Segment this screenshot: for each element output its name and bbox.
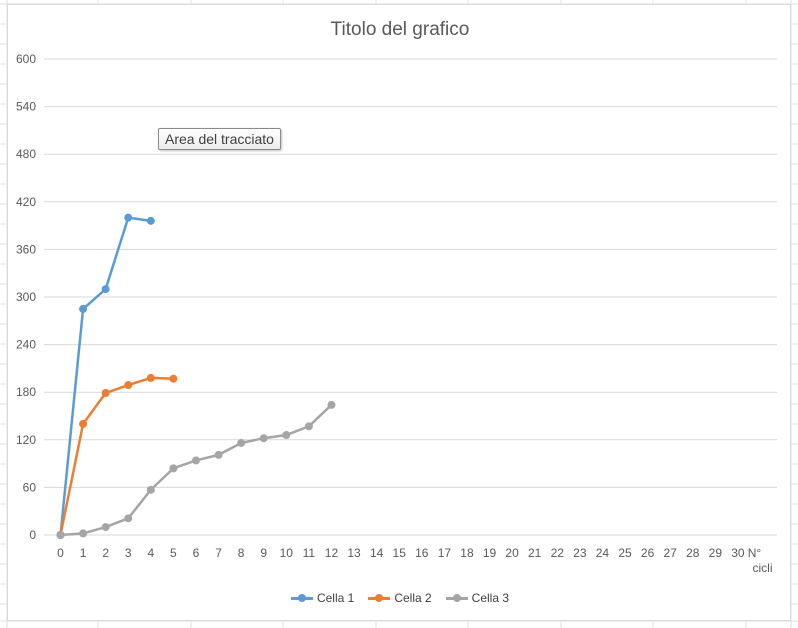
y-tick-label: 300 (16, 290, 36, 304)
x-tick-label: 0 (57, 546, 64, 560)
data-point-series-3[interactable] (146, 485, 155, 494)
series-line-2[interactable] (59, 376, 175, 537)
data-point-series-3[interactable] (282, 431, 291, 440)
plot-area-tooltip: Area del tracciato (158, 128, 281, 150)
data-point-series-3[interactable] (79, 529, 88, 538)
x-tick-label: 3 (125, 546, 132, 560)
data-point-series-3[interactable] (169, 464, 178, 473)
x-tick-label: 1 (80, 546, 87, 560)
x-tick-label: 6 (193, 546, 200, 560)
chart-area[interactable]: Titolo del grafico 0 60 120 180 240 300 360 420… (7, 4, 791, 621)
x-tick-label: 8 (238, 546, 245, 560)
x-tick-label: 9 (260, 546, 267, 560)
x-tick-label: 7 (215, 546, 222, 560)
data-point-series-3[interactable] (101, 523, 110, 532)
x-axis-label: cicli (753, 561, 773, 575)
data-point-series-2[interactable] (101, 388, 110, 397)
x-tick-label: 18 (460, 546, 474, 560)
legend-label: Cella 2 (394, 591, 432, 605)
x-tick-label: 12 (325, 546, 339, 560)
x-tick-label: 28 (686, 546, 700, 560)
legend-item-series-1[interactable]: Cella 1 (290, 591, 355, 605)
data-point-series-3[interactable] (259, 434, 268, 443)
y-tick-label: 540 (16, 100, 36, 114)
legend-item-series-2[interactable]: Cella 2 (368, 591, 432, 605)
data-point-series-3[interactable] (214, 450, 223, 459)
legend-marker (445, 593, 468, 603)
legend-item-series-3[interactable]: Cella 3 (445, 591, 510, 605)
x-tick-label: 13 (347, 546, 361, 560)
data-point-series-3[interactable] (237, 438, 246, 447)
x-tick-label: 17 (438, 546, 452, 560)
legend-marker (290, 593, 313, 603)
x-tick-label: 19 (483, 546, 497, 560)
data-point-series-2[interactable] (79, 419, 88, 428)
y-tick-label: 180 (16, 385, 36, 399)
data-point-series-3[interactable] (304, 422, 313, 431)
chart-title[interactable]: Titolo del grafico (330, 19, 470, 40)
y-tick-label: 600 (16, 52, 36, 66)
x-tick-label: 5 (170, 546, 177, 560)
x-tick-label: 24 (596, 546, 610, 560)
data-point-series-3[interactable] (124, 514, 133, 523)
data-point-series-1[interactable] (79, 304, 88, 313)
x-tick-label: 23 (573, 546, 587, 560)
data-point-series-2[interactable] (146, 373, 155, 382)
data-point-series-3[interactable] (56, 531, 65, 539)
x-tick-label: 10 (280, 546, 294, 560)
x-tick-label: 4 (147, 546, 154, 560)
y-tick-label: 0 (29, 528, 36, 542)
x-tick-label: 22 (551, 546, 565, 560)
x-axis-label: N° (748, 546, 762, 560)
x-tick-label: 20 (505, 546, 519, 560)
x-tick-label: 25 (618, 546, 632, 560)
x-tick-label: 14 (370, 546, 384, 560)
x-tick-label: 27 (663, 546, 677, 560)
series-line-3[interactable] (59, 403, 333, 537)
y-tick-label: 360 (16, 242, 36, 256)
y-tick-label: 420 (16, 195, 36, 209)
data-point-series-3[interactable] (327, 400, 336, 409)
y-tick-label: 240 (16, 338, 36, 352)
data-point-series-1[interactable] (101, 285, 110, 294)
x-tick-label: 30 (731, 546, 745, 560)
data-point-series-2[interactable] (169, 374, 178, 383)
x-tick-label: 26 (641, 546, 655, 560)
data-point-series-1[interactable] (146, 216, 155, 225)
data-point-series-3[interactable] (191, 456, 200, 465)
y-tick-label: 60 (23, 480, 37, 494)
y-tick-label: 480 (16, 147, 36, 161)
x-tick-label: 21 (528, 546, 542, 560)
legend-marker (368, 593, 391, 603)
data-point-series-2[interactable] (124, 381, 133, 390)
legend-label: Cella 3 (471, 591, 510, 605)
legend-label: Cella 1 (316, 591, 355, 605)
x-tick-label: 29 (709, 546, 723, 560)
x-tick-label: 15 (393, 546, 407, 560)
data-point-series-1[interactable] (124, 213, 133, 222)
x-tick-label: 16 (415, 546, 429, 560)
x-tick-label: 11 (303, 546, 316, 560)
x-tick-label: 2 (102, 546, 109, 560)
legend[interactable]: Cella 1 Cella 2 Cella 3 (8, 591, 792, 605)
y-tick-label: 120 (16, 433, 36, 447)
